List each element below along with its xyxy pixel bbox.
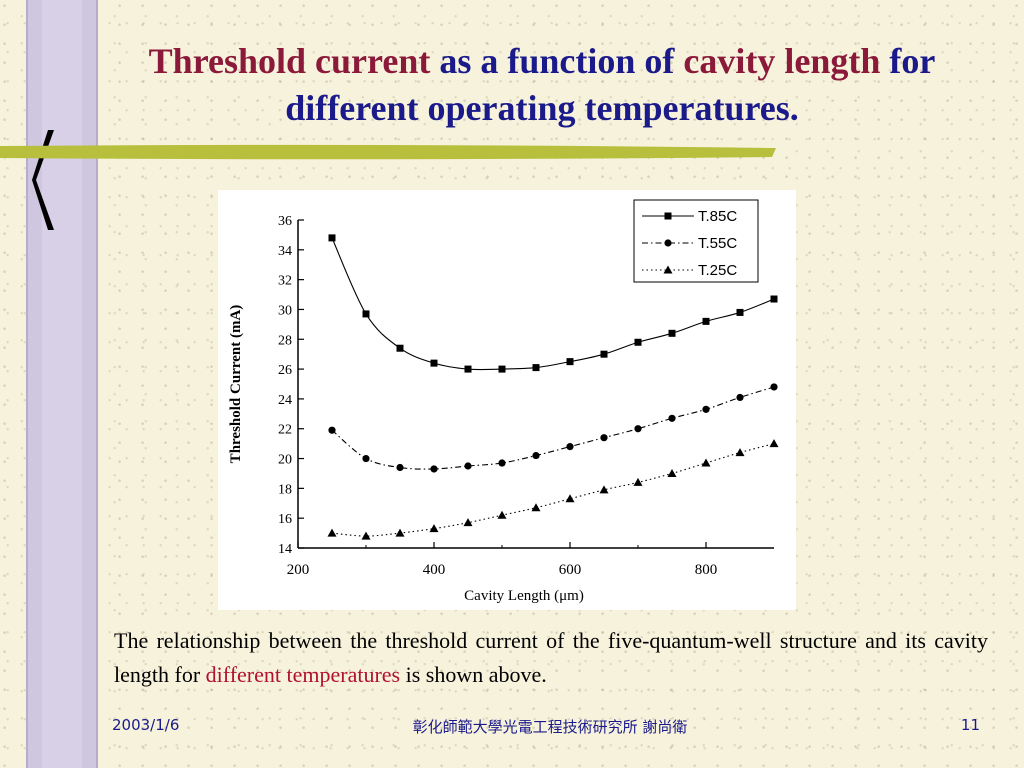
- data-point-t55c: [430, 465, 438, 473]
- data-point-t25c: [327, 528, 337, 537]
- x-axis-label: Cavity Length (μm): [464, 588, 584, 604]
- y-tick-label: 30: [278, 303, 292, 318]
- data-point-t25c: [429, 524, 439, 533]
- data-point-t25c: [565, 494, 575, 503]
- title-underline-bar: [0, 144, 776, 160]
- data-point-t85c: [634, 338, 642, 346]
- data-point-t25c: [531, 503, 541, 512]
- data-point-t25c: [463, 518, 473, 527]
- y-tick-label: 28: [278, 333, 292, 348]
- data-point-t85c: [328, 234, 336, 242]
- y-tick-label: 24: [278, 393, 292, 408]
- data-point-t85c: [430, 359, 438, 367]
- series-line-t55c: [331, 386, 775, 470]
- legend-label: T.85C: [698, 208, 737, 225]
- legend-marker-t25c: [663, 265, 673, 274]
- data-point-t55c: [736, 393, 744, 402]
- caption-text-1: The relationship between the threshold c…: [114, 628, 988, 687]
- caption: The relationship between the threshold c…: [114, 624, 988, 692]
- data-point-t55c: [566, 443, 574, 451]
- data-point-t85c: [396, 344, 404, 352]
- data-point-t55c: [770, 383, 778, 391]
- legend-marker-t85c: [664, 212, 672, 220]
- slide-title: Threshold current as a function of cavit…: [70, 38, 1014, 132]
- side-panel: [26, 0, 98, 768]
- caption-highlight: different temperatures: [205, 662, 401, 687]
- data-point-t25c: [769, 439, 779, 448]
- data-point-t85c: [770, 295, 778, 303]
- data-point-t85c: [498, 365, 506, 373]
- footer-date: 2003/1/6: [112, 716, 180, 734]
- data-point-t55c: [634, 425, 642, 433]
- title-text-2: for: [880, 41, 936, 81]
- legend-label: T.25C: [698, 262, 737, 279]
- legend-box: [633, 199, 759, 283]
- x-tick-label: 600: [559, 562, 582, 578]
- data-point-t55c: [532, 451, 540, 460]
- data-point-t85c: [532, 364, 540, 372]
- y-tick-label: 36: [278, 214, 292, 229]
- footer-page-number: 11: [960, 716, 980, 734]
- y-tick-label: 34: [278, 244, 292, 259]
- y-tick-label: 26: [278, 363, 292, 378]
- data-point-t25c: [361, 531, 371, 540]
- title-line-2: different operating temperatures.: [285, 88, 799, 128]
- x-tick-label: 800: [695, 562, 718, 578]
- data-point-t55c: [668, 414, 676, 422]
- y-tick-label: 32: [278, 274, 292, 289]
- x-tick-label: 200: [287, 562, 310, 578]
- y-tick-label: 16: [278, 512, 292, 527]
- data-point-t55c: [702, 405, 710, 413]
- y-tick-label: 18: [278, 482, 292, 497]
- data-point-t85c: [464, 365, 472, 373]
- title-highlight-threshold: Threshold current: [148, 41, 431, 81]
- data-point-t25c: [599, 485, 609, 494]
- data-point-t55c: [328, 426, 336, 434]
- series-line-t25c: [331, 443, 775, 537]
- x-tick-label: 400: [423, 562, 446, 578]
- data-point-t55c: [464, 462, 472, 470]
- data-point-t25c: [667, 468, 677, 477]
- data-point-t85c: [566, 358, 574, 366]
- footer-institution: 彰化師範大學光電工程技術研究所 謝尚衛: [412, 718, 688, 736]
- data-point-t25c: [395, 528, 405, 537]
- data-point-t25c: [497, 510, 507, 519]
- data-point-t85c: [600, 350, 608, 358]
- caption-text-2: is shown above.: [400, 662, 547, 687]
- data-point-t85c: [702, 317, 710, 325]
- data-point-t55c: [498, 459, 506, 467]
- legend-label: T.55C: [698, 235, 737, 252]
- data-point-t85c: [736, 308, 744, 316]
- data-point-t85c: [668, 329, 676, 337]
- threshold-current-chart: 200 400 600 800 14 16 18 20 22 24 26 28 30 32 34 36 Cavi…: [228, 199, 779, 604]
- y-tick-label: 14: [278, 542, 292, 557]
- data-point-t25c: [633, 477, 643, 486]
- data-point-t55c: [396, 463, 404, 472]
- chart-container: 200 400 600 800 14 16 18 20 22 24 26 28 30 32 34 36 Cavi…: [218, 190, 796, 610]
- y-axis-label: Threshold Current (mA): [228, 305, 244, 464]
- data-point-t25c: [735, 448, 745, 457]
- title-highlight-cavity: cavity length: [683, 41, 881, 81]
- title-text-1: as a function of: [430, 41, 684, 81]
- y-tick-label: 22: [278, 423, 292, 438]
- data-point-t25c: [701, 458, 711, 467]
- legend-marker-t55c: [664, 239, 672, 247]
- data-point-t55c: [362, 454, 370, 463]
- side-panel-stripe: [42, 0, 82, 768]
- data-point-t85c: [362, 310, 370, 318]
- data-point-t55c: [600, 434, 608, 442]
- y-tick-label: 20: [278, 453, 292, 468]
